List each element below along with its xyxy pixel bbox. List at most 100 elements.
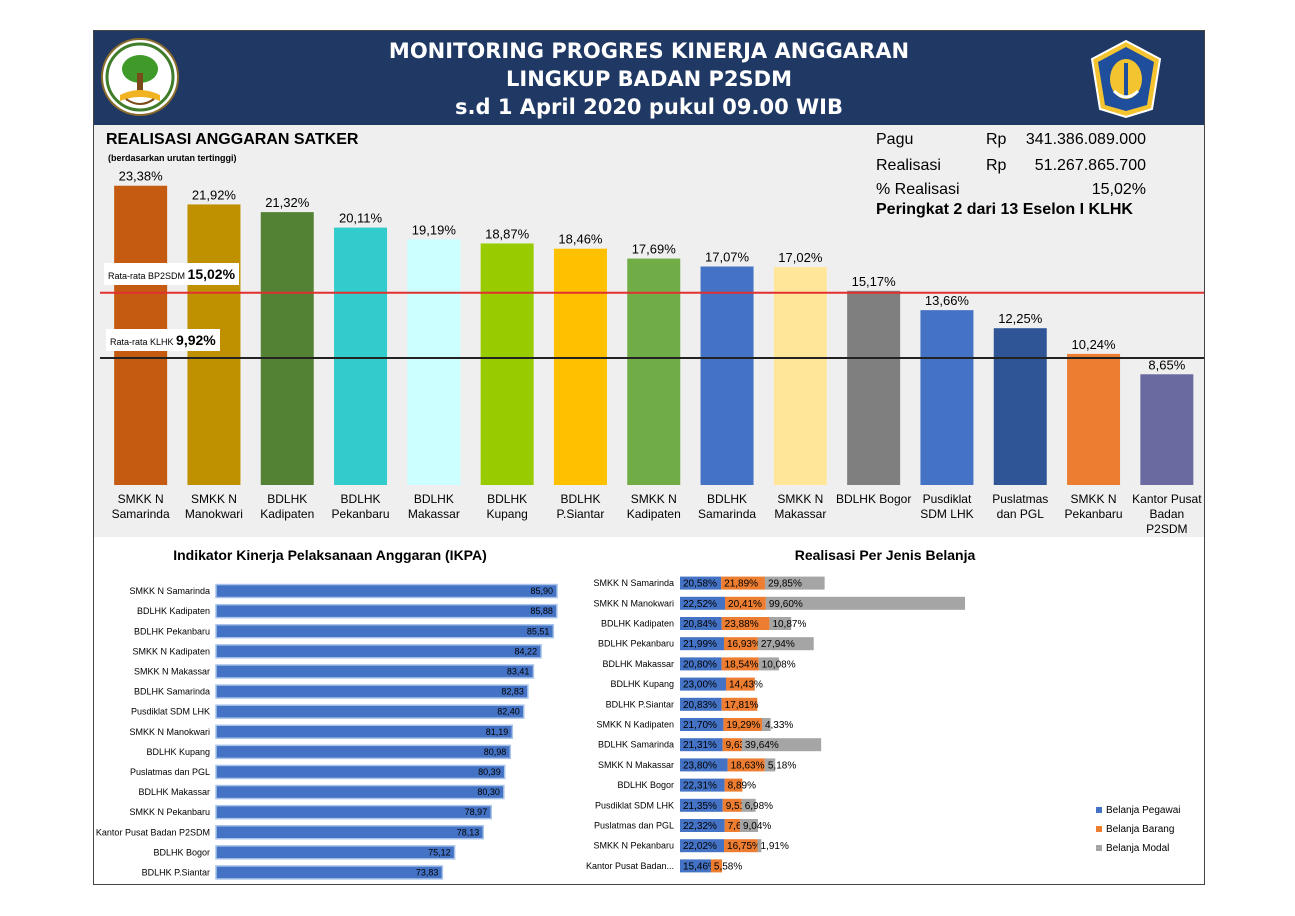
- jb-value-label-0-8: 21,31%: [683, 740, 717, 751]
- x-tick-label-6-1: P.Siantar: [557, 507, 605, 521]
- jb-value-label-0-10: 22,31%: [683, 781, 717, 792]
- x-tick-label-14-1: Badan: [1149, 507, 1184, 521]
- jb-value-label-1-10: 8,89%: [728, 781, 756, 792]
- jb-value-label-2-8: 39,64%: [745, 740, 779, 751]
- avg-klhk-box: Rata-rata KLHK 9,92%: [106, 329, 220, 351]
- jb-bar-2-12: [739, 819, 759, 832]
- jb-value-label-2-13: 1,91%: [761, 841, 789, 852]
- ikpa-bar-5: [215, 684, 529, 699]
- jb-bar-0-10: [680, 778, 725, 792]
- jb-value-label-0-5: 23,00%: [683, 680, 717, 691]
- ikpa-category-label-8: BDLHK Kupang: [146, 747, 210, 757]
- x-tick-label-13-1: Pekanbaru: [1065, 507, 1123, 521]
- persen-value: 15,02%: [1091, 181, 1146, 198]
- jb-bar-0-5: [680, 677, 726, 691]
- bar-value-label-7: 17,69%: [632, 242, 677, 257]
- jb-bar-1-13: [724, 839, 758, 853]
- jb-bar-1-2: [721, 617, 770, 630]
- jb-value-label-1-11: 9,51%: [726, 801, 754, 812]
- jb-value-label-0-6: 20,83%: [683, 700, 717, 711]
- jb-value-label-1-8: 9,63%: [726, 740, 754, 751]
- jb-bar-1-0: [721, 576, 765, 590]
- x-tick-label-4-0: BDLHK: [414, 492, 454, 506]
- jb-value-label-1-14: 5,58%: [714, 861, 742, 872]
- bar-11: [920, 310, 974, 485]
- realisasi-value: 51.267.865.700: [1034, 157, 1146, 174]
- jb-value-label-0-0: 20,58%: [683, 579, 717, 590]
- x-tick-label-8-0: BDLHK: [707, 492, 747, 506]
- dashboard-frame: MONITORING PROGRES KINERJA ANGGARAN LING…: [93, 30, 1205, 885]
- page-title-line2: LINGKUP BADAN P2SDM: [506, 67, 792, 91]
- ikpa-section: Indikator Kinerja Pelaksanaan Anggaran (…: [94, 537, 566, 884]
- jb-value-label-1-7: 19,29%: [726, 720, 760, 731]
- x-tick-label-10-0: BDLHK Bogor: [836, 492, 911, 506]
- bar-value-label-4: 19,19%: [412, 222, 457, 237]
- jb-bar-1-7: [723, 718, 762, 731]
- jb-category-label-2: BDLHK Kadipaten: [601, 619, 674, 629]
- jb-category-label-13: SMKK N Pekanbaru: [593, 841, 674, 851]
- bar-5: [480, 243, 534, 485]
- ikpa-category-label-12: Kantor Pusat Badan P2SDM: [96, 827, 210, 837]
- x-tick-label-1-0: SMKK N: [191, 492, 237, 506]
- jenis-belanja-section: Realisasi Per Jenis Belanja SMKK N Samar…: [566, 537, 1204, 884]
- ikpa-value-label-10: 80,30: [477, 787, 500, 797]
- legend-label-pegawai: Belanja Pegawai: [1106, 805, 1181, 816]
- persen-label: % Realisasi: [876, 181, 960, 198]
- jb-value-label-2-11: 6,98%: [745, 801, 773, 812]
- ikpa-value-label-13: 75,12: [428, 847, 451, 857]
- legend-item-modal: Belanja Modal: [1096, 843, 1169, 854]
- jb-bar-0-7: [680, 718, 724, 731]
- jenis-belanja-chart-title: Realisasi Per Jenis Belanja: [794, 547, 976, 563]
- jb-bar-0-12: [680, 819, 725, 832]
- bar-value-label-0: 23,38%: [119, 169, 164, 184]
- bar-14: [1140, 374, 1194, 485]
- realisasi-section: 23,38% SMKK N Samarinda 21,92% SMKK N Manokwa…: [94, 125, 1204, 537]
- jb-category-label-4: BDLHK Makassar: [602, 659, 674, 669]
- ikpa-value-label-3: 84,22: [515, 646, 538, 656]
- x-tick-label-9-1: Makassar: [774, 507, 826, 521]
- bar-value-label-1: 21,92%: [192, 187, 237, 202]
- x-tick-label-8-1: Samarinda: [698, 507, 756, 521]
- ikpa-value-label-6: 82,40: [497, 707, 520, 717]
- jb-category-label-12: Puslatmas dan PGL: [594, 821, 674, 831]
- jb-bar-1-6: [721, 697, 758, 711]
- bar-value-label-2: 21,32%: [265, 195, 310, 210]
- jb-category-label-6: BDLHK P.Siantar: [606, 699, 674, 709]
- jb-bar-2-2: [769, 617, 792, 630]
- bar-value-label-5: 18,87%: [485, 226, 530, 241]
- ikpa-value-label-11: 78,97: [465, 807, 488, 817]
- jb-bar-0-3: [680, 637, 724, 651]
- jb-value-label-2-2: 10,87%: [772, 619, 806, 630]
- ikpa-category-label-4: SMKK N Makassar: [134, 666, 210, 676]
- jb-value-label-2-1: 99,60%: [769, 599, 803, 610]
- ikpa-chart-title: Indikator Kinerja Pelaksanaan Anggaran (…: [173, 547, 487, 563]
- avg-klhk-value: 9,92%: [176, 332, 216, 348]
- jb-value-label-0-3: 21,99%: [683, 639, 717, 650]
- bar-12: [993, 328, 1047, 485]
- jb-value-label-1-5: 14,43%: [729, 680, 763, 691]
- ikpa-category-label-13: BDLHK Bogor: [153, 847, 210, 857]
- jb-value-label-2-7: 4,33%: [765, 720, 793, 731]
- jb-value-label-1-2: 23,88%: [725, 619, 759, 630]
- bar-value-label-11: 13,66%: [925, 293, 970, 308]
- jb-bar-2-13: [757, 839, 762, 853]
- ikpa-value-label-4: 83,41: [507, 666, 530, 676]
- ikpa-category-label-2: BDLHK Pekanbaru: [134, 626, 210, 636]
- jb-value-label-0-13: 22,02%: [683, 841, 717, 852]
- jb-category-label-10: BDLHK Bogor: [617, 780, 674, 790]
- x-tick-label-1-1: Manokwari: [185, 507, 243, 521]
- realisasi-currency: Rp: [986, 157, 1007, 174]
- jb-category-label-9: SMKK N Makassar: [598, 760, 674, 770]
- legend-label-barang: Belanja Barang: [1106, 824, 1175, 835]
- jb-bar-0-6: [680, 697, 722, 711]
- jb-value-label-1-3: 16,93%: [727, 639, 761, 650]
- section-subtitle: (berdasarkan urutan tertinggi): [108, 153, 237, 163]
- jb-value-label-0-14: 15,46%: [683, 861, 717, 872]
- pagu-currency: Rp: [986, 131, 1007, 148]
- realisasi-label: Realisasi: [876, 157, 941, 174]
- ikpa-bar-9: [215, 764, 506, 780]
- bar-value-label-9: 17,02%: [778, 250, 823, 265]
- ikpa-bar-0: [215, 583, 558, 599]
- ikpa-category-label-1: BDLHK Kadipaten: [137, 606, 210, 616]
